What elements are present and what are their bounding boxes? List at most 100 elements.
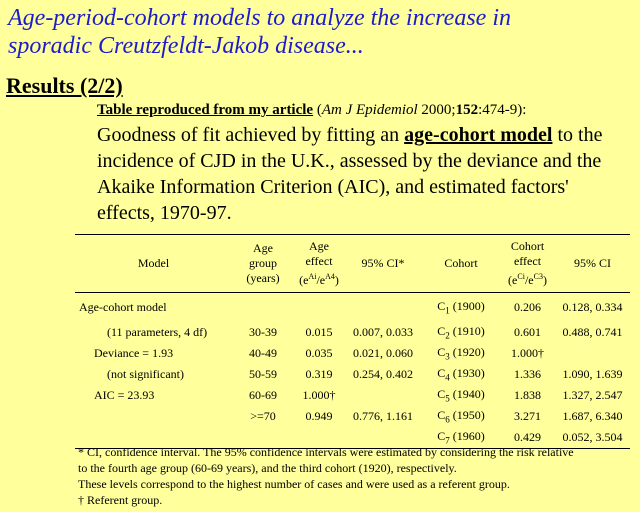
- value-cell: 0.015: [305, 324, 333, 339]
- header-line: effect: [305, 254, 333, 268]
- footnote: to the fourth age group (60-69 years), a…: [78, 461, 457, 475]
- cohort-letter: C: [437, 386, 446, 401]
- formula-part: ): [542, 273, 547, 287]
- cohort-year: (1920): [449, 344, 485, 359]
- subtitle: Results (2/2): [6, 73, 123, 98]
- formula-part: A4: [325, 272, 335, 281]
- value-cell: 30-39: [249, 324, 277, 339]
- value-cell: 0.488, 0.741: [562, 324, 623, 339]
- cohort-letter: C: [437, 344, 446, 359]
- value-cell: 0.128, 0.334: [562, 299, 623, 314]
- empty-cell: [232, 293, 294, 322]
- value-cell: 1.000†: [302, 387, 336, 402]
- empty-cell: [344, 293, 422, 322]
- header-line: 95% CI: [574, 256, 611, 270]
- formula-part: (e: [299, 273, 309, 287]
- value-cell: 1.327, 2.547: [562, 387, 623, 402]
- value-cell: 40-49: [249, 345, 277, 360]
- formula-part: C3: [533, 272, 543, 281]
- cohort-index: 6: [445, 414, 450, 425]
- column-header: 95% CI*: [344, 234, 422, 293]
- value-cell: 0.035: [305, 345, 333, 360]
- header-line: (eCi/eC3): [500, 269, 555, 288]
- empty-cell: [75, 406, 232, 427]
- table-row: C7 (1960) 0.429 0.052, 3.504: [75, 427, 630, 449]
- value-cell: 0.254, 0.402: [353, 366, 413, 381]
- value-cell: 0.429: [514, 429, 541, 444]
- empty-cell: [344, 385, 422, 406]
- header-line: group: [249, 256, 277, 270]
- header-line: Cohort: [444, 256, 478, 270]
- cohort-year: (1960): [449, 428, 485, 443]
- value-cell: 0.319: [305, 366, 333, 381]
- table-row: AIC = 23.93 60-69 1.000† C5 (1940) 1.838 1.32…: [75, 385, 630, 406]
- model-cell: Age-cohort model: [79, 299, 167, 314]
- value-cell: 0.776, 1.161: [353, 408, 413, 423]
- cohort-year: (1950): [449, 407, 485, 422]
- value-cell: 0.601: [514, 324, 541, 339]
- cohort-cell: C5 (1940): [422, 385, 500, 406]
- header-line: Model: [137, 256, 170, 270]
- header-line: Age: [309, 239, 329, 253]
- table-row: Deviance = 1.93 40-49 0.035 0.021, 0.060 C3 …: [75, 343, 630, 364]
- cohort-cell: C7 (1960): [422, 427, 500, 449]
- cohort-year: (1910): [449, 323, 485, 338]
- cohort-year: (1940): [449, 386, 485, 401]
- model-cell: (not significant): [107, 366, 184, 381]
- formula-part: (e: [508, 273, 518, 287]
- footnote: † Referent group.: [78, 493, 163, 507]
- value-cell: 1.000†: [511, 345, 544, 360]
- value-cell: 60-69: [249, 387, 277, 402]
- header-line: 95% CI*: [361, 256, 405, 270]
- intro: Table reproduced from my article (Am J E…: [97, 102, 526, 119]
- table-row: >=70 0.949 0.776, 1.161 C6 (1950) 3.271 1.687…: [75, 406, 630, 427]
- header-line: (years): [246, 271, 280, 285]
- model-cell: Deviance = 1.93: [94, 345, 174, 360]
- cohort-letter: C: [437, 428, 446, 443]
- desc-text: Goodness of fit achieved by fitting an: [97, 124, 405, 146]
- desc-emphasis: age-cohort model: [404, 124, 553, 146]
- table-row: (11 parameters, 4 df) 30-39 0.015 0.007, 0.…: [75, 322, 630, 343]
- formula-part: ): [334, 273, 339, 287]
- cohort-letter: C: [437, 299, 446, 314]
- intro-text: 2000;: [417, 102, 456, 118]
- cohort-year: (1900): [449, 299, 485, 314]
- cohort-letter: C: [437, 407, 446, 422]
- desc-text: to the incidence of CJD in the U.K., ass…: [97, 124, 603, 224]
- table-row: Age-cohort model C1 (1900) 0.206 0.128, 0.3…: [75, 293, 630, 322]
- column-header: Age effect (eAi/eA4): [294, 234, 344, 293]
- cohort-index: 1: [445, 305, 450, 316]
- value-cell: 3.271: [514, 408, 541, 423]
- empty-cell: [294, 293, 344, 322]
- column-header: 95% CI: [555, 234, 630, 293]
- formula-part: Ai: [308, 272, 317, 281]
- value-cell: 0.052, 3.504: [562, 429, 623, 444]
- value-cell: 0.007, 0.033: [353, 324, 413, 339]
- value-cell: 0.021, 0.060: [353, 345, 413, 360]
- cohort-cell: C3 (1920): [422, 343, 500, 364]
- model-cell: AIC = 23.93: [94, 387, 155, 402]
- table-row: (not significant) 50-59 0.319 0.254, 0.402 C…: [75, 364, 630, 385]
- model-cell: (11 parameters, 4 df): [107, 324, 208, 339]
- cohort-index: 5: [445, 393, 450, 404]
- value-cell: 1.687, 6.340: [562, 408, 623, 423]
- header-line: effect: [513, 254, 542, 268]
- column-header: Cohort: [422, 234, 500, 293]
- footnotes: * CI, confidence interval. The 95% confi…: [78, 444, 574, 508]
- empty-cell: [555, 343, 630, 364]
- value-cell: 1.336: [514, 366, 541, 381]
- cohort-index: 2: [445, 330, 450, 341]
- volume: 152: [455, 102, 479, 118]
- value-cell: 50-59: [249, 366, 277, 381]
- cohort-index: 4: [445, 372, 450, 383]
- journal: Am J Epidemiol: [321, 102, 418, 118]
- value-cell: 0.206: [514, 299, 541, 314]
- column-header: Cohort effect (eCi/eC3): [500, 234, 555, 293]
- header-line: Age: [253, 241, 273, 255]
- value-cell: 0.949: [305, 408, 333, 423]
- intro-text: (: [313, 102, 322, 118]
- header-line: (eAi/eA4): [294, 269, 344, 288]
- title-line: Age-period-cohort models to analyze the …: [8, 5, 511, 31]
- formula-part: Ci: [517, 272, 525, 281]
